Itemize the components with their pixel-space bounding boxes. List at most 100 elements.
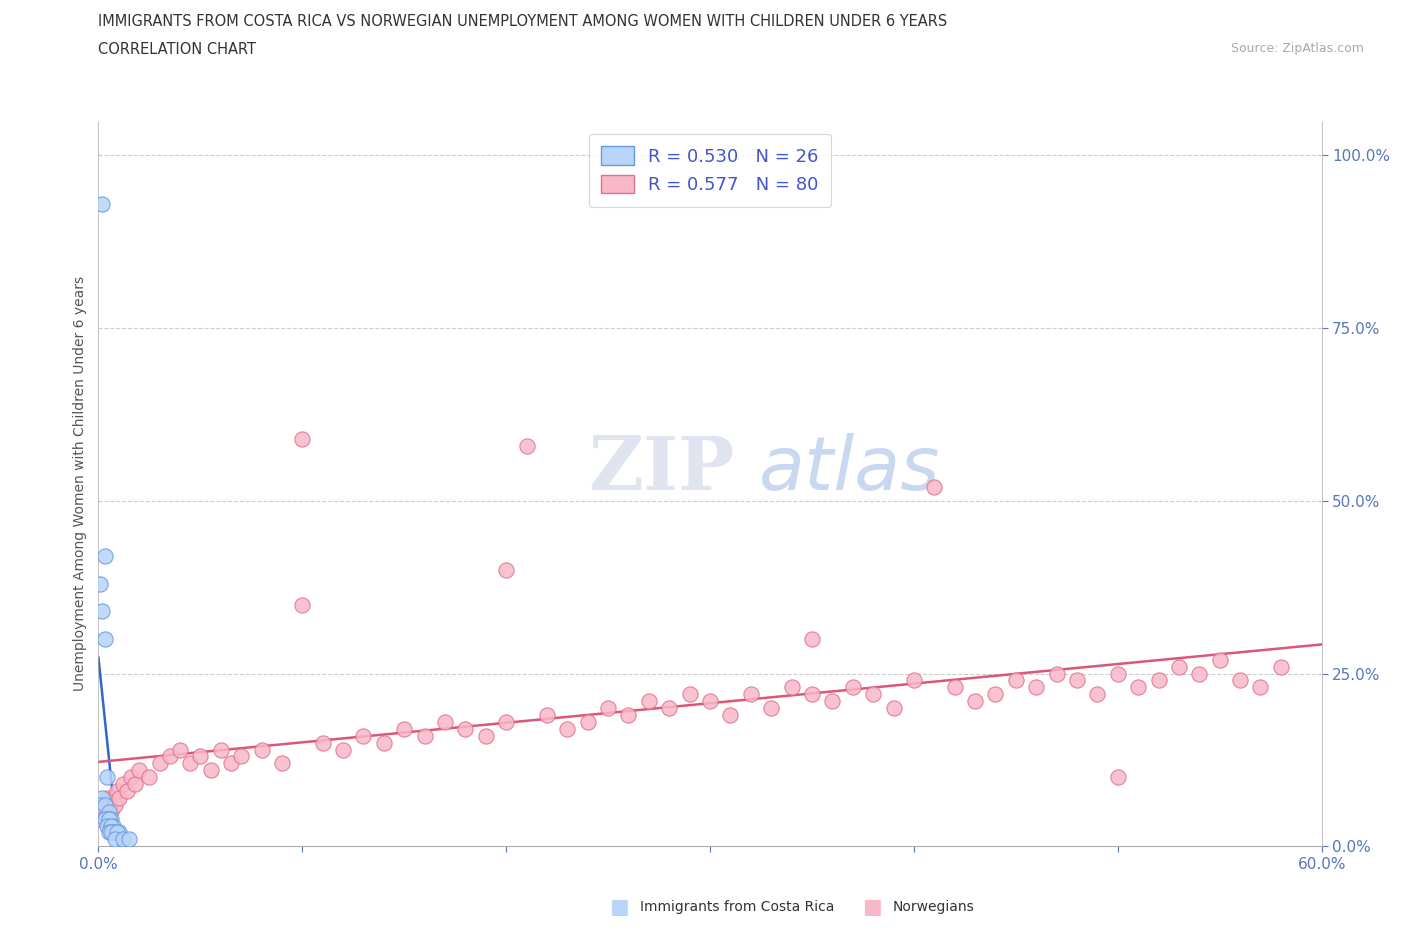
Point	[149, 756, 172, 771]
Point	[862, 687, 884, 702]
Point	[454, 722, 477, 737]
Point	[96, 770, 118, 785]
Point	[699, 694, 721, 709]
Point	[637, 694, 661, 709]
Point	[97, 811, 120, 826]
Point	[100, 811, 122, 826]
Point	[93, 811, 115, 826]
Text: ZIP: ZIP	[588, 432, 734, 506]
Point	[373, 736, 395, 751]
Point	[120, 770, 142, 785]
Legend: R = 0.530   N = 26, R = 0.577   N = 80: R = 0.530 N = 26, R = 0.577 N = 80	[589, 134, 831, 206]
Point	[209, 742, 232, 757]
Point	[97, 804, 120, 819]
Point	[718, 708, 742, 723]
Y-axis label: Unemployment Among Women with Children Under 6 years: Unemployment Among Women with Children U…	[73, 276, 87, 691]
Point	[96, 811, 118, 826]
Point	[219, 756, 242, 771]
Point	[270, 756, 294, 771]
Point	[617, 708, 640, 723]
Point	[1066, 673, 1088, 688]
Point	[118, 832, 141, 847]
Point	[104, 797, 127, 812]
Point	[1085, 687, 1108, 702]
Point	[658, 700, 681, 715]
Point	[91, 604, 114, 618]
Point	[159, 749, 181, 764]
Point	[1045, 666, 1069, 681]
Point	[179, 756, 201, 771]
Point	[576, 714, 599, 729]
Point	[495, 714, 517, 729]
Point	[93, 549, 115, 564]
Point	[200, 763, 222, 777]
Point	[138, 770, 160, 785]
Point	[516, 438, 538, 453]
Point	[474, 728, 498, 743]
Point	[1167, 659, 1189, 674]
Text: atlas: atlas	[759, 433, 941, 505]
Point	[1229, 673, 1251, 688]
Point	[495, 563, 517, 578]
Point	[101, 790, 124, 805]
Text: IMMIGRANTS FROM COSTA RICA VS NORWEGIAN UNEMPLOYMENT AMONG WOMEN WITH CHILDREN U: IMMIGRANTS FROM COSTA RICA VS NORWEGIAN …	[98, 14, 948, 29]
Point	[291, 597, 314, 612]
Point	[1004, 673, 1026, 688]
Point	[100, 818, 122, 833]
Point	[188, 749, 212, 764]
Point	[105, 784, 128, 799]
Point	[96, 818, 118, 833]
Point	[115, 784, 138, 799]
Point	[231, 749, 253, 764]
Point	[169, 742, 191, 757]
Point	[96, 790, 118, 805]
Point	[101, 825, 124, 840]
Text: ■: ■	[862, 897, 882, 917]
Point	[104, 832, 127, 847]
Point	[801, 631, 824, 646]
Point	[801, 687, 824, 702]
Point	[1147, 673, 1170, 688]
Point	[1107, 666, 1129, 681]
Text: Norwegians: Norwegians	[893, 899, 974, 914]
Point	[97, 797, 120, 812]
Point	[536, 708, 558, 723]
Point	[332, 742, 354, 757]
Point	[555, 722, 579, 737]
Point	[1128, 680, 1150, 695]
Point	[434, 714, 457, 729]
Point	[128, 763, 150, 777]
Point	[89, 811, 111, 826]
Point	[108, 790, 131, 805]
Point	[101, 818, 124, 833]
Text: Source: ZipAtlas.com: Source: ZipAtlas.com	[1230, 42, 1364, 55]
Point	[93, 631, 115, 646]
Point	[598, 700, 620, 715]
Point	[97, 825, 120, 840]
Point	[780, 680, 803, 695]
Point	[111, 832, 134, 847]
Point	[111, 777, 134, 791]
Point	[89, 797, 111, 812]
Point	[291, 432, 314, 446]
Point	[1209, 652, 1232, 667]
Point	[312, 736, 335, 751]
Point	[1188, 666, 1211, 681]
Point	[89, 577, 111, 591]
Point	[108, 825, 131, 840]
Point	[883, 700, 905, 715]
Text: Immigrants from Costa Rica: Immigrants from Costa Rica	[640, 899, 834, 914]
Point	[761, 700, 783, 715]
Point	[392, 722, 416, 737]
Point	[93, 797, 115, 812]
Point	[124, 777, 146, 791]
Point	[91, 797, 114, 812]
Point	[1107, 770, 1129, 785]
Point	[1025, 680, 1047, 695]
Point	[841, 680, 863, 695]
Text: ■: ■	[609, 897, 628, 917]
Point	[413, 728, 436, 743]
Point	[965, 694, 987, 709]
Point	[922, 480, 945, 495]
Point	[352, 728, 374, 743]
